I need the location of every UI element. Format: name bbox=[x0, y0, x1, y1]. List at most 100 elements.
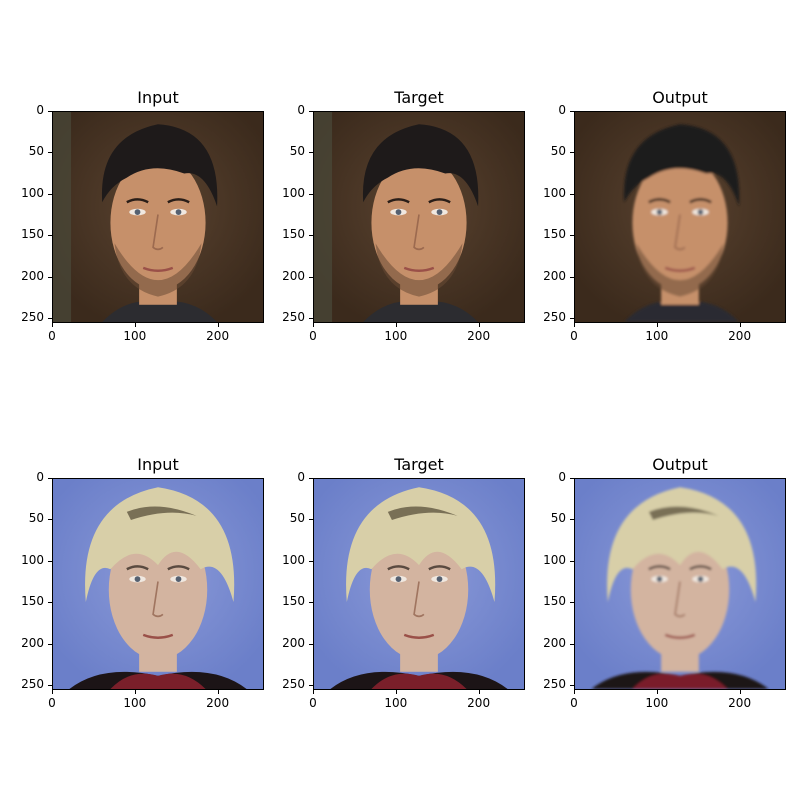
y-tick-mark bbox=[48, 602, 52, 604]
y-tick-label: 150 bbox=[21, 594, 44, 609]
y-tick-mark bbox=[570, 111, 574, 112]
panel-title: Input bbox=[137, 455, 179, 474]
y-tick-mark bbox=[570, 643, 574, 645]
x-tick-label: 100 bbox=[384, 329, 408, 343]
x-tick-mark bbox=[574, 690, 575, 694]
face-image bbox=[574, 478, 786, 690]
y-tick-mark bbox=[570, 193, 574, 195]
x-tick-label: 200 bbox=[206, 696, 230, 710]
y-tick-label: 200 bbox=[21, 268, 44, 283]
y-tick-mark bbox=[570, 478, 574, 479]
x-tick-mark bbox=[134, 323, 136, 327]
y-tick-label: 50 bbox=[550, 144, 566, 159]
y-tick-label: 250 bbox=[543, 677, 566, 692]
x-tick-label: 0 bbox=[309, 329, 317, 343]
y-tick-mark bbox=[309, 643, 313, 645]
x-tick-label: 200 bbox=[467, 329, 491, 343]
y-tick-label: 0 bbox=[297, 103, 305, 117]
face-image bbox=[313, 111, 525, 323]
image-panel: Output 0 50 100 150 200 250 0 100 200 bbox=[543, 455, 786, 710]
y-tick-mark bbox=[309, 111, 313, 112]
y-tick-label: 0 bbox=[36, 103, 44, 117]
x-tick-mark bbox=[478, 690, 480, 694]
y-tick-mark bbox=[48, 193, 52, 195]
x-tick-mark bbox=[52, 323, 53, 327]
y-tick-label: 200 bbox=[282, 635, 305, 650]
panel-title: Output bbox=[652, 455, 708, 474]
y-tick-label: 200 bbox=[282, 268, 305, 283]
y-tick-label: 50 bbox=[550, 511, 566, 526]
y-tick-label: 100 bbox=[21, 552, 44, 567]
x-tick-mark bbox=[739, 323, 741, 327]
x-tick-label: 0 bbox=[570, 329, 578, 343]
y-tick-mark bbox=[570, 318, 574, 320]
y-tick-mark bbox=[309, 519, 313, 521]
y-tick-label: 100 bbox=[543, 552, 566, 567]
x-tick-label: 100 bbox=[645, 696, 669, 710]
y-tick-label: 0 bbox=[558, 103, 566, 117]
image-panel: Output 0 50 100 150 200 250 0 100 200 bbox=[543, 88, 786, 343]
face-image bbox=[313, 478, 525, 690]
x-tick-mark bbox=[217, 690, 219, 694]
y-tick-label: 150 bbox=[282, 594, 305, 609]
y-tick-label: 250 bbox=[543, 310, 566, 325]
x-tick-label: 0 bbox=[570, 696, 578, 710]
y-tick-mark bbox=[309, 685, 313, 687]
y-tick-label: 0 bbox=[558, 470, 566, 484]
y-tick-mark bbox=[309, 152, 313, 154]
y-tick-label: 200 bbox=[21, 635, 44, 650]
y-tick-mark bbox=[48, 560, 52, 562]
x-tick-label: 100 bbox=[123, 329, 147, 343]
y-tick-label: 250 bbox=[21, 310, 44, 325]
y-tick-mark bbox=[309, 318, 313, 320]
y-tick-mark bbox=[570, 602, 574, 604]
y-tick-mark bbox=[309, 602, 313, 604]
x-tick-mark bbox=[574, 323, 575, 327]
y-tick-label: 250 bbox=[21, 677, 44, 692]
x-tick-mark bbox=[478, 323, 480, 327]
image-panel: Input 0 50 100 150 200 250 0 100 200 bbox=[21, 88, 264, 343]
x-tick-mark bbox=[395, 690, 397, 694]
y-tick-label: 200 bbox=[543, 268, 566, 283]
y-tick-label: 50 bbox=[289, 144, 305, 159]
x-tick-label: 100 bbox=[123, 696, 147, 710]
face-image bbox=[574, 111, 786, 323]
y-tick-mark bbox=[570, 276, 574, 278]
x-tick-mark bbox=[656, 323, 658, 327]
y-tick-mark bbox=[570, 152, 574, 154]
y-tick-mark bbox=[309, 193, 313, 195]
y-tick-mark bbox=[48, 685, 52, 687]
x-tick-label: 200 bbox=[728, 329, 752, 343]
y-tick-mark bbox=[48, 152, 52, 154]
y-tick-label: 0 bbox=[297, 470, 305, 484]
y-tick-label: 200 bbox=[543, 635, 566, 650]
y-tick-mark bbox=[48, 276, 52, 278]
y-tick-mark bbox=[48, 318, 52, 320]
x-tick-label: 0 bbox=[309, 696, 317, 710]
x-tick-mark bbox=[52, 690, 53, 694]
y-tick-mark bbox=[48, 111, 52, 112]
x-tick-label: 100 bbox=[384, 696, 408, 710]
x-tick-mark bbox=[217, 323, 219, 327]
y-tick-label: 100 bbox=[282, 185, 305, 200]
panel-title: Target bbox=[394, 455, 444, 474]
y-tick-mark bbox=[309, 276, 313, 278]
y-tick-label: 250 bbox=[282, 310, 305, 325]
y-tick-mark bbox=[48, 643, 52, 645]
y-tick-mark bbox=[48, 478, 52, 479]
y-tick-label: 100 bbox=[282, 552, 305, 567]
x-tick-label: 0 bbox=[48, 329, 56, 343]
x-tick-label: 200 bbox=[467, 696, 491, 710]
y-tick-label: 50 bbox=[28, 144, 44, 159]
y-tick-label: 50 bbox=[289, 511, 305, 526]
y-tick-mark bbox=[309, 235, 313, 237]
image-panel: Input 0 50 100 150 200 250 0 100 200 bbox=[21, 455, 264, 710]
x-tick-mark bbox=[395, 323, 397, 327]
image-panel: Target 0 50 100 150 200 250 0 100 200 bbox=[282, 88, 525, 343]
y-tick-mark bbox=[309, 560, 313, 562]
y-tick-label: 150 bbox=[21, 227, 44, 242]
y-tick-mark bbox=[48, 235, 52, 237]
y-tick-label: 50 bbox=[28, 511, 44, 526]
panel-title: Input bbox=[137, 88, 179, 107]
x-tick-label: 0 bbox=[48, 696, 56, 710]
